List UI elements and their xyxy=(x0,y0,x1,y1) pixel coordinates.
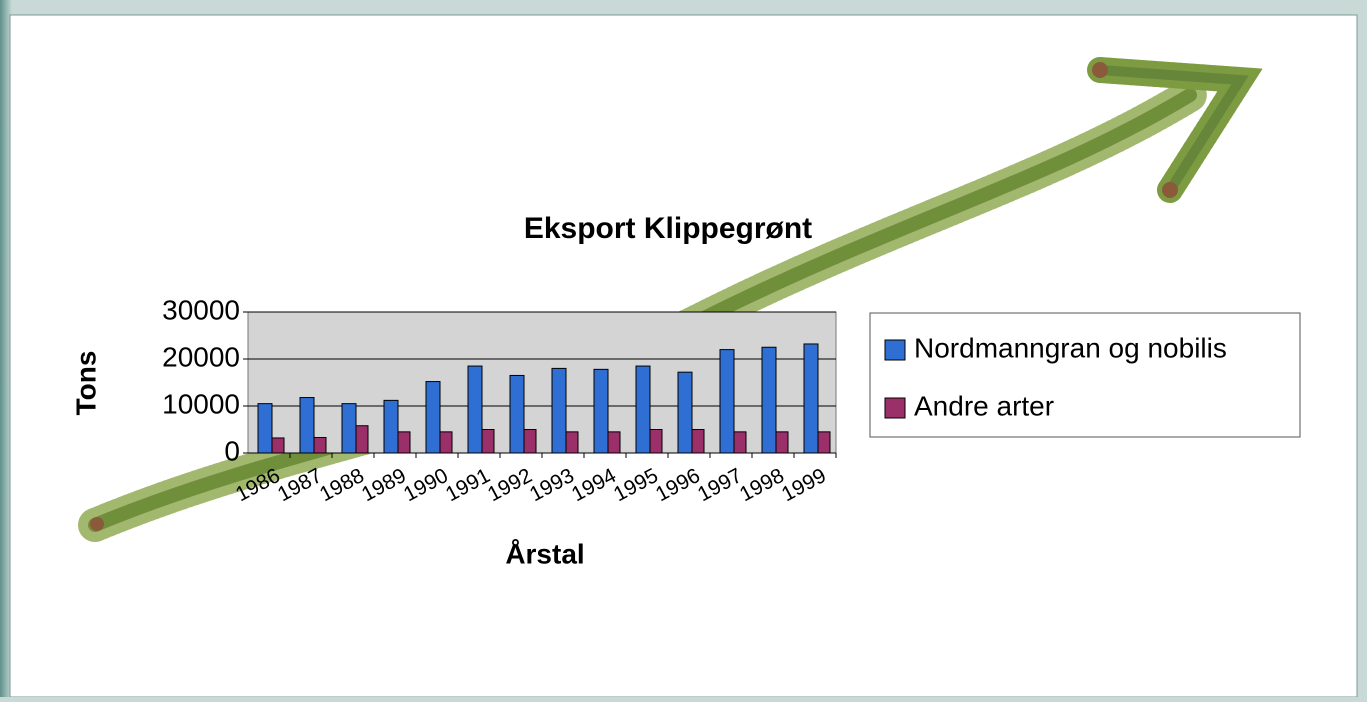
legend-swatch xyxy=(885,398,905,418)
slide: Eksport Klippegrønt Årstal Tons 0 10000 20… xyxy=(0,0,1367,697)
legend-label: Andre arter xyxy=(914,390,1054,421)
bar xyxy=(426,382,440,453)
bar xyxy=(720,350,734,453)
bar xyxy=(300,398,314,453)
bar xyxy=(468,366,482,453)
bar xyxy=(356,426,368,453)
y-tick-label: 10000 xyxy=(162,388,240,419)
y-tick-label: 30000 xyxy=(162,294,240,325)
bar xyxy=(762,347,776,453)
bar xyxy=(342,404,356,453)
chart-title: Eksport Klippegrønt xyxy=(524,212,812,245)
bar xyxy=(524,430,536,454)
x-axis-label: Årstal xyxy=(505,538,584,569)
bar xyxy=(314,437,326,453)
bar xyxy=(482,430,494,454)
bar xyxy=(650,430,662,454)
bar xyxy=(678,372,692,453)
bar xyxy=(510,375,524,453)
legend-label: Nordmanngran og nobilis xyxy=(914,332,1227,363)
bar xyxy=(818,432,830,453)
bar xyxy=(608,432,620,453)
bar xyxy=(552,368,566,453)
bar xyxy=(594,369,608,453)
bar xyxy=(692,430,704,454)
bar xyxy=(440,432,452,453)
y-tick-label: 20000 xyxy=(162,341,240,372)
y-axis-label: Tons xyxy=(70,351,101,416)
bar xyxy=(384,400,398,453)
bar xyxy=(566,432,578,453)
bar xyxy=(804,344,818,453)
bar xyxy=(776,432,788,453)
plot-area xyxy=(248,312,836,453)
bar xyxy=(734,432,746,453)
legend-swatch xyxy=(885,340,905,360)
bar xyxy=(636,366,650,453)
bar xyxy=(398,432,410,453)
y-tick-label: 0 xyxy=(224,435,240,466)
bar xyxy=(258,404,272,453)
bar xyxy=(272,438,284,453)
